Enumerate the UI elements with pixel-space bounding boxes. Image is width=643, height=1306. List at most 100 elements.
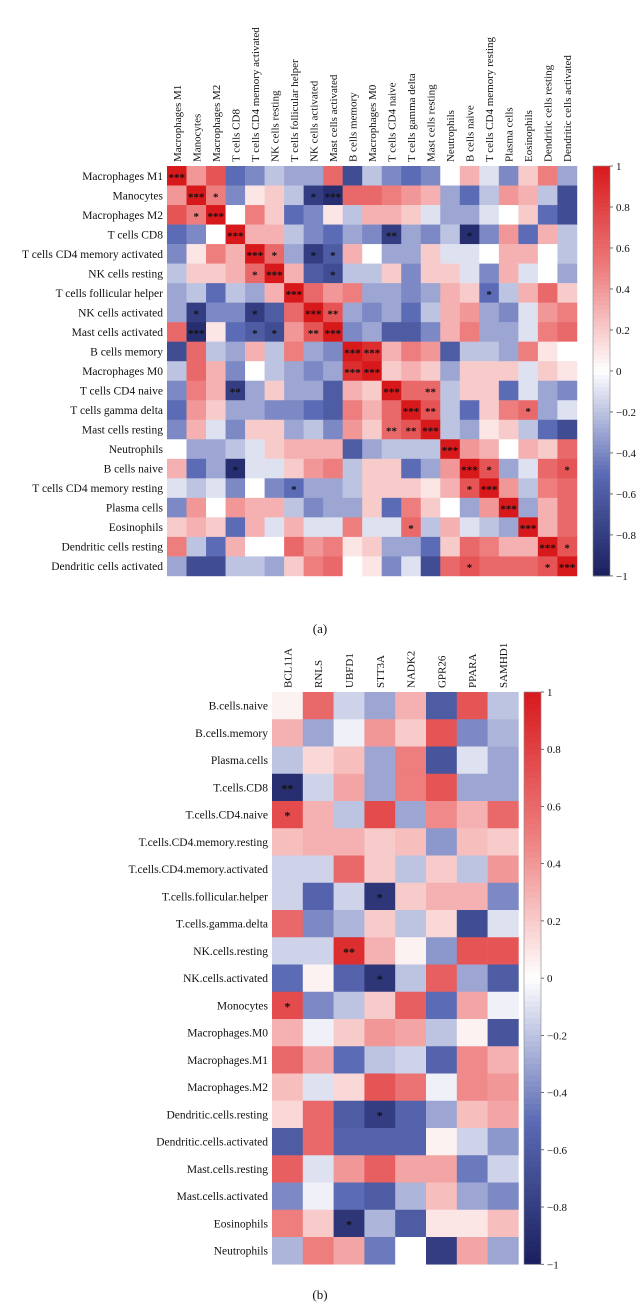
panel-b-colorbar-segment (524, 892, 541, 899)
panel-b-colorbar-segment (524, 1247, 541, 1254)
panel-a-cell (303, 380, 324, 401)
panel-b-colorbar-segment (524, 743, 541, 750)
panel-b-cell (487, 855, 519, 884)
panel-a-colorbar-segment (593, 170, 610, 175)
panel-a-colorbar-segment (593, 543, 610, 548)
panel-a-cell (167, 302, 187, 323)
panel-a-colorbar-segment (593, 276, 610, 282)
panel-a-column-label: NK cells resting (269, 90, 281, 162)
panel-a-cell (479, 322, 500, 342)
panel-a-cell (381, 517, 402, 538)
panel-a-cell (284, 556, 304, 577)
panel-a-colorbar-segment (593, 420, 610, 425)
panel-a-significance-label: *** (266, 269, 283, 281)
panel-a-cell (362, 439, 383, 460)
panel-a-cell (323, 205, 343, 225)
panel-b-cell (272, 910, 304, 938)
panel-a-colorbar-tick-label: 0 (616, 366, 622, 378)
panel-b-cell (302, 1073, 334, 1102)
panel-b-colorbar-segment (524, 1224, 541, 1231)
panel-a-colorbar-segment (593, 268, 610, 273)
panel-b-colorbar-segment (524, 1104, 541, 1111)
panel-a-cell (245, 439, 265, 460)
panel-a-cell (420, 302, 441, 323)
panel-a-cell (323, 458, 343, 479)
panel-a-colorbar-segment (593, 485, 610, 491)
panel-b-column-label: SAMHD1 (498, 643, 510, 688)
panel-a-cell (186, 322, 207, 342)
panel-a-cell (498, 205, 519, 225)
panel-a-row-label: Dendritic cells resting (61, 542, 163, 554)
panel-a-cell (342, 556, 363, 577)
panel-b-cell (426, 991, 458, 1020)
panel-a-cell (440, 458, 461, 479)
panel-b-colorbar-segment (524, 795, 541, 802)
panel-a-cell (167, 400, 187, 421)
panel-a-cell (284, 205, 304, 225)
panel-b-cell (456, 1073, 488, 1102)
panel-a-cell (420, 400, 441, 421)
panel-b-cell (333, 1073, 365, 1102)
panel-a-cell (264, 497, 285, 518)
panel-a-cell (284, 478, 304, 499)
panel-a-cell (459, 517, 480, 538)
panel-a-colorbar-segment (593, 350, 610, 355)
panel-a-cell (420, 478, 441, 499)
panel-a-cell (225, 556, 246, 577)
panel-b-cell (302, 828, 334, 856)
panel-b-colorbar-tick-label: −0.8 (547, 1202, 567, 1214)
panel-a-cell (440, 185, 461, 206)
panel-b-cell (364, 773, 396, 802)
panel-a-cell (225, 380, 246, 401)
panel-a-cell (518, 166, 539, 186)
panel-a-colorbar-segment (593, 571, 610, 577)
panel-a-significance-label: * (486, 465, 492, 477)
panel-b-colorbar-segment (524, 1149, 541, 1156)
panel-a-cell (459, 400, 480, 421)
panel-a-cell (381, 224, 402, 245)
panel-b-colorbar-segment (524, 1184, 541, 1191)
panel-b-row-label: T.cells.gamma.delta (176, 919, 268, 931)
panel-a-significance-label: *** (208, 211, 225, 223)
panel-a-cell (537, 283, 558, 303)
panel-a-cell (479, 556, 500, 577)
panel-a-cell (245, 244, 265, 264)
panel-b-row-label: NK.cells.activated (183, 973, 268, 985)
panel-b-colorbar-segment (524, 846, 541, 853)
panel-a-cell (323, 400, 343, 421)
panel-b-cell (456, 746, 488, 775)
panel-a-cell (206, 205, 226, 225)
panel-a-cell (303, 497, 324, 518)
panel-a-cell (206, 536, 226, 557)
panel-a-row-label: T cells gamma delta (70, 405, 163, 417)
panel-a-cell (401, 361, 422, 382)
panel-a-cell (362, 458, 383, 479)
panel-a-cell (186, 302, 207, 323)
panel-a-cell (206, 283, 226, 303)
panel-a-cell (167, 536, 187, 557)
panel-b-cell (333, 773, 365, 802)
panel-a-cell (557, 419, 578, 440)
panel-a-significance-label: *** (325, 328, 342, 340)
panel-a-cell (381, 458, 402, 479)
panel-a-cell (167, 517, 187, 538)
panel-a-significance-label: * (564, 465, 570, 477)
panel-a-significance-label: *** (305, 308, 322, 320)
panel-a-colorbar-tick-label: 0.6 (616, 243, 630, 255)
panel-b-row-label: NK.cells.resting (193, 946, 268, 958)
panel-b-cell (364, 692, 396, 720)
panel-a-cell (186, 536, 207, 557)
panel-a-cell (245, 341, 265, 362)
panel-a-cell (537, 341, 558, 362)
panel-b-column-label: PPARA (467, 653, 479, 688)
panel-b-significance-label: * (284, 809, 290, 823)
panel-a-significance-label: *** (286, 289, 303, 301)
panel-b-colorbar-segment (524, 880, 541, 887)
panel-a-cell (245, 458, 265, 479)
panel-b-cell (487, 692, 519, 720)
panel-a-cell (342, 322, 363, 342)
panel-b-colorbar-segment (524, 720, 541, 727)
panel-b-colorbar-segment (524, 1161, 541, 1168)
panel-a-significance-label: ** (406, 426, 418, 438)
panel-b-colorbar-segment (524, 777, 541, 784)
